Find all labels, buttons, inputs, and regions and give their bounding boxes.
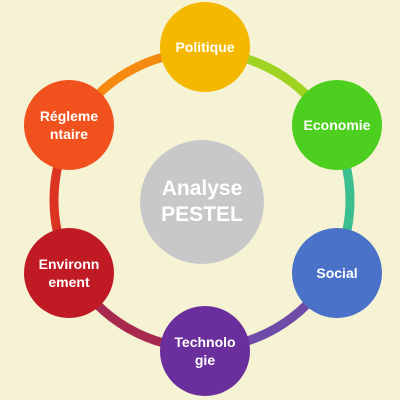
center-node-analyse-pestel: Analyse PESTEL [140,140,264,264]
node-technologie-label: Technolo gie [174,333,236,368]
node-reglementaire-label: Régleme ntaire [39,107,99,142]
node-economie-label: Economie [303,116,371,133]
node-environnement: Environn ement [24,228,114,318]
node-environnement-label: Environn ement [38,255,100,290]
node-reglementaire: Régleme ntaire [24,80,114,170]
node-politique-label: Politique [175,38,235,55]
node-social-label: Social [316,264,358,281]
node-social: Social [292,228,382,318]
node-technologie: Technolo gie [160,306,250,396]
center-node-label: Analyse PESTEL [161,176,243,226]
node-politique: Politique [160,2,250,92]
node-economie: Economie [292,80,382,170]
